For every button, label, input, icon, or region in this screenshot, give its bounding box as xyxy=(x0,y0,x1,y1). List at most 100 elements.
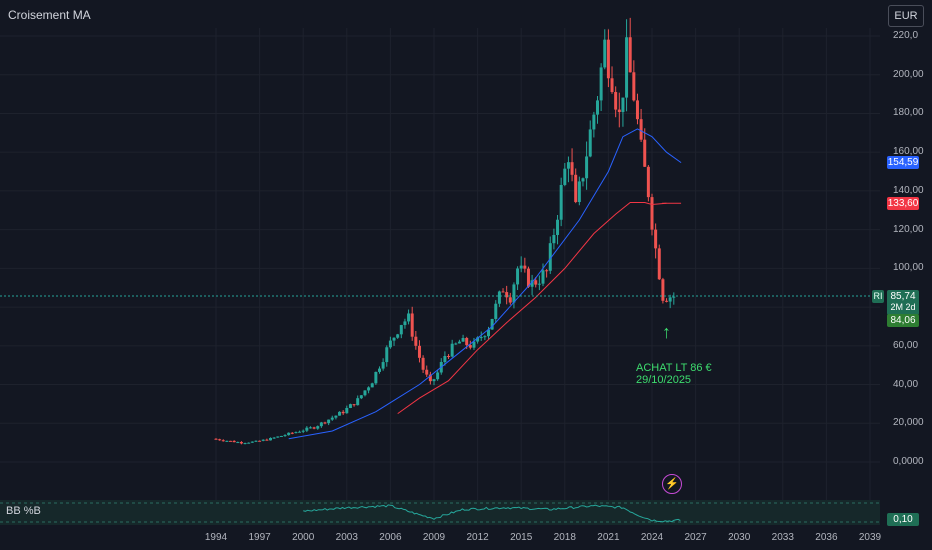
bbpct-line xyxy=(303,504,681,523)
candle-body xyxy=(501,291,505,293)
ri-tag: RI xyxy=(872,290,884,303)
candle-body xyxy=(269,437,272,441)
x-tick-label: 2027 xyxy=(684,532,707,543)
candle-body xyxy=(341,411,345,414)
candle-body xyxy=(508,297,512,303)
candle-body xyxy=(388,340,392,348)
candle-body xyxy=(559,184,563,220)
candle-body xyxy=(385,347,389,363)
candle-body xyxy=(537,283,541,285)
candle-body xyxy=(490,318,494,330)
x-tick-label: 2018 xyxy=(553,532,576,543)
x-tick-label: 1994 xyxy=(204,532,228,543)
candle-body xyxy=(294,432,298,434)
candle-body xyxy=(548,243,552,271)
candle-body xyxy=(672,296,676,298)
y-tick-label: 200,00 xyxy=(893,68,924,80)
buy-annotation-line2: 29/10/2025 xyxy=(636,374,692,386)
x-tick-label: 2033 xyxy=(771,532,794,543)
currency-button[interactable]: EUR xyxy=(888,5,924,27)
candle-body xyxy=(614,92,618,110)
x-tick-label: 2006 xyxy=(379,532,402,543)
last-price-badge: 85,74 2M 2d xyxy=(887,290,919,315)
candle-body xyxy=(254,440,258,442)
candle-body xyxy=(643,139,647,167)
candle-body xyxy=(457,341,461,344)
y-tick-label: 160,00 xyxy=(893,146,924,158)
candle-body xyxy=(606,39,610,79)
candle-body xyxy=(454,343,458,345)
candle-body xyxy=(258,440,262,442)
candle-body xyxy=(592,114,596,130)
indicator-value-badge: 0,10 xyxy=(887,513,919,526)
candle-body xyxy=(316,426,320,429)
candle-body xyxy=(610,78,614,93)
candle-body xyxy=(370,383,374,388)
candle-body xyxy=(570,162,574,175)
candle-body xyxy=(432,379,436,382)
candle-body xyxy=(617,109,621,113)
candle-body xyxy=(414,336,418,346)
candle-body xyxy=(229,440,233,442)
candle-body xyxy=(625,37,629,98)
candle-body xyxy=(665,300,669,302)
ma-blue-price-badge: 154,59 xyxy=(887,156,919,169)
candle-body xyxy=(287,432,291,436)
candle-body xyxy=(585,156,589,179)
candle-body xyxy=(487,329,490,337)
x-tick-label: 2024 xyxy=(640,532,664,543)
bar-countdown: 2M 2d xyxy=(890,302,916,312)
ma-red-line xyxy=(397,202,667,415)
candle-body xyxy=(494,303,498,319)
candle-body xyxy=(483,336,487,338)
candle-body xyxy=(635,100,639,120)
candle-body xyxy=(512,284,516,303)
y-tick-label: 100,00 xyxy=(893,262,924,274)
candle-body xyxy=(276,436,280,438)
candle-body xyxy=(646,166,650,198)
candle-body xyxy=(250,441,254,443)
x-tick-label: 2030 xyxy=(728,532,751,543)
candle-body xyxy=(628,37,632,73)
candle-body xyxy=(221,440,225,442)
y-tick-label: 60,00 xyxy=(893,339,919,351)
candle-body xyxy=(577,181,581,203)
lightning-bolt-icon[interactable]: ⚡ xyxy=(662,474,682,494)
candle-body xyxy=(396,334,400,338)
indicator-title: Croisement MA xyxy=(8,8,91,22)
x-tick-label: 2009 xyxy=(422,532,446,543)
candle-body xyxy=(436,372,440,380)
up-arrow-icon: ↑ xyxy=(662,322,671,342)
candle-body xyxy=(497,291,501,304)
candle-body xyxy=(305,427,309,431)
indicator-label: BB %B xyxy=(6,505,41,517)
x-tick-label: 2021 xyxy=(597,532,620,543)
candle-body xyxy=(367,387,371,391)
candle-body xyxy=(352,404,356,406)
candle-body xyxy=(338,411,342,416)
candle-body xyxy=(232,440,236,443)
candle-body xyxy=(505,292,509,298)
low-price-badge: 84,06 xyxy=(887,314,919,327)
indicator-pane xyxy=(0,500,880,525)
candle-body xyxy=(530,280,534,287)
y-tick-label: 120,00 xyxy=(893,223,924,235)
x-tick-label: 2000 xyxy=(292,532,315,543)
candle-body xyxy=(247,442,251,444)
candle-body xyxy=(425,369,429,375)
candle-body xyxy=(603,39,607,68)
x-tick-label: 2036 xyxy=(815,532,838,543)
chart-grid xyxy=(0,28,880,525)
candle-body xyxy=(323,422,327,424)
candle-body xyxy=(407,313,411,322)
candle-body xyxy=(312,427,316,429)
candle-body xyxy=(519,265,523,269)
candle-body xyxy=(417,345,421,358)
candle-body xyxy=(399,325,403,335)
ma-blue-line xyxy=(288,128,682,440)
candle-body xyxy=(596,100,599,115)
candle-body xyxy=(661,279,665,301)
x-tick-label: 2015 xyxy=(510,532,533,543)
y-tick-label: 220,0 xyxy=(893,30,919,41)
